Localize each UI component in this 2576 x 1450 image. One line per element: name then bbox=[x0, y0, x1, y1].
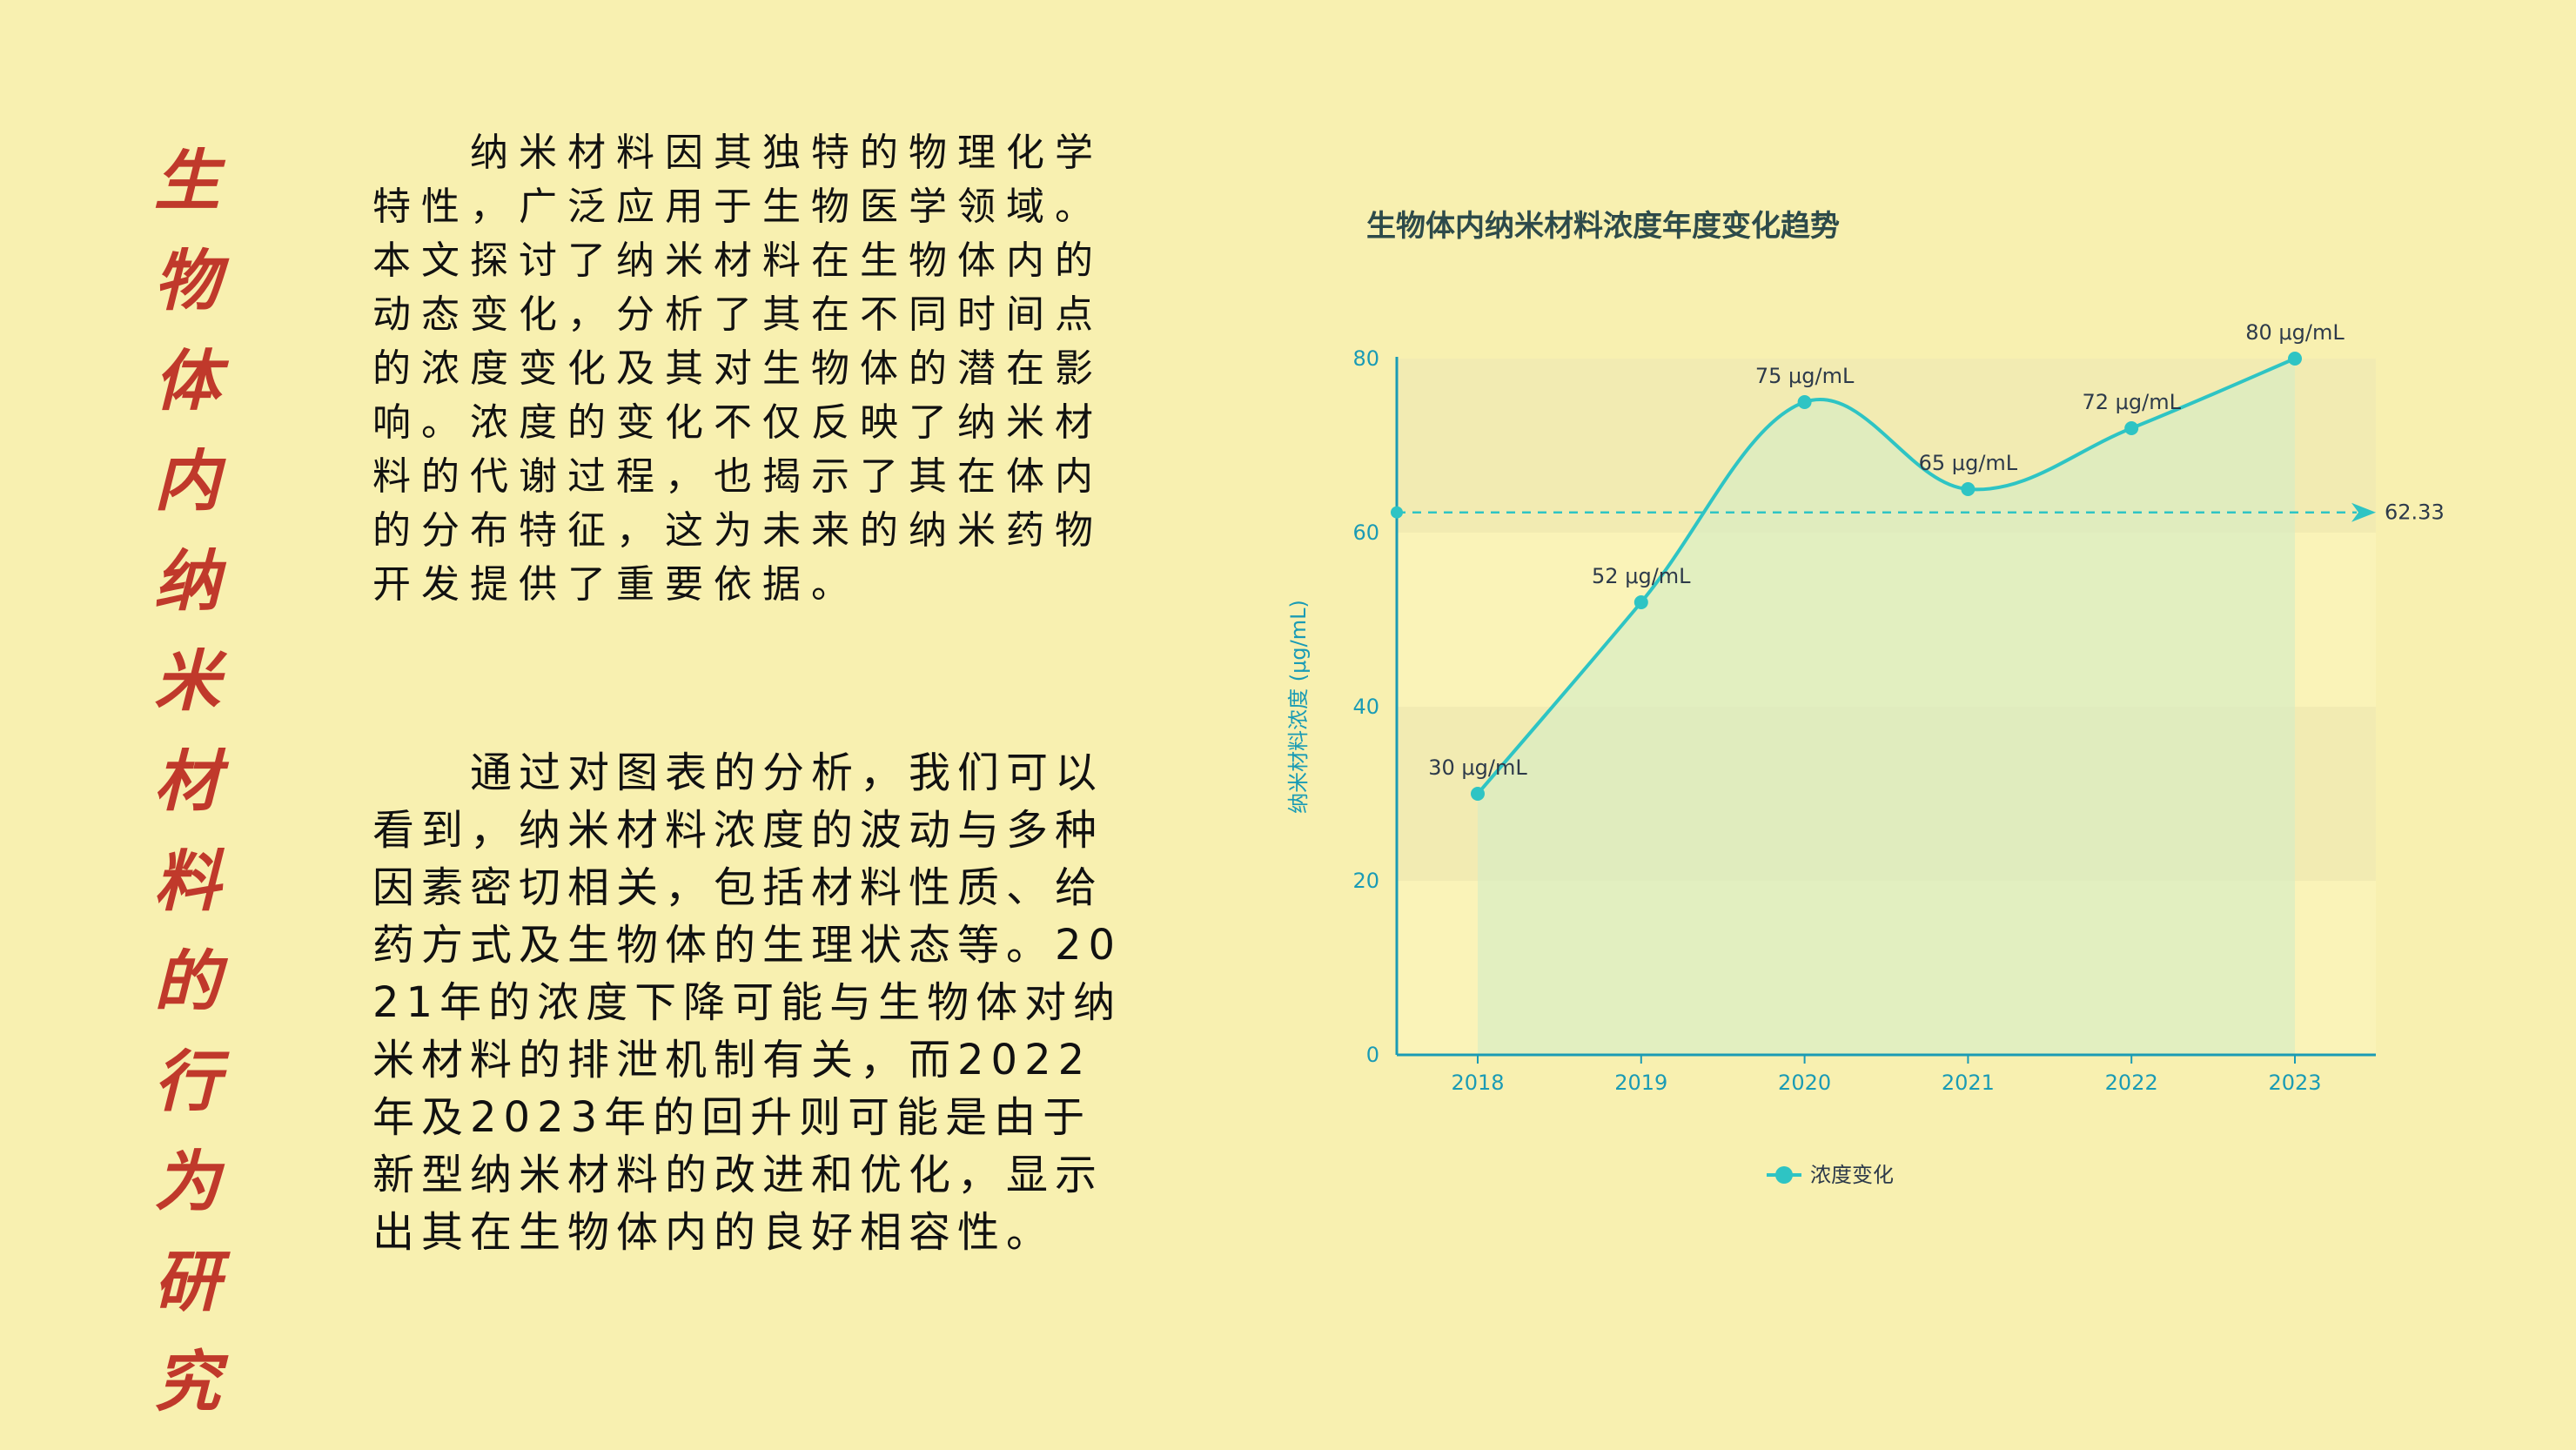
x-tick-label: 2018 bbox=[1451, 1071, 1504, 1095]
data-label: 52 μg/mL bbox=[1592, 564, 1691, 588]
y-tick-label: 40 bbox=[1352, 695, 1379, 719]
data-label: 80 μg/mL bbox=[2245, 320, 2345, 345]
y-tick-label: 80 bbox=[1352, 346, 1379, 371]
data-point bbox=[2124, 421, 2139, 435]
data-label: 72 μg/mL bbox=[2082, 390, 2181, 414]
data-label: 65 μg/mL bbox=[1919, 451, 2018, 475]
data-label: 30 μg/mL bbox=[1428, 755, 1527, 780]
data-point bbox=[1961, 482, 1976, 496]
data-point bbox=[1471, 787, 1485, 801]
average-line-arrow bbox=[2351, 502, 2376, 522]
x-tick-label: 2022 bbox=[2105, 1071, 2158, 1095]
x-tick-label: 2023 bbox=[2268, 1071, 2321, 1095]
legend-marker bbox=[1775, 1166, 1793, 1184]
data-point bbox=[1633, 595, 1648, 609]
area-fill bbox=[1478, 359, 2295, 1055]
x-tick-label: 2019 bbox=[1614, 1071, 1667, 1095]
data-point bbox=[2288, 352, 2302, 366]
line-chart: 0 20 40 60 80 2018 2019 2020 2021 2022 2023 纳米材料浓度 … bbox=[1286, 320, 2445, 1187]
average-line-label: 62.33 bbox=[2385, 500, 2445, 525]
intro-paragraph: 纳米材料因其独特的物理化学特性，广泛应用于生物医学领域。本文探讨了纳米材料在生物… bbox=[372, 131, 1104, 607]
average-line-start bbox=[1391, 506, 1403, 519]
y-tick-label: 20 bbox=[1352, 869, 1379, 893]
legend-label: 浓度变化 bbox=[1810, 1163, 1894, 1187]
y-tick-label: 60 bbox=[1352, 520, 1379, 545]
y-tick-label: 0 bbox=[1366, 1043, 1379, 1067]
x-tick-label: 2021 bbox=[1942, 1071, 1995, 1095]
x-tick-label: 2020 bbox=[1778, 1071, 1831, 1095]
page-title: 生物体内纳米材料的行为研究 bbox=[154, 142, 220, 1420]
analysis-paragraph: 通过对图表的分析，我们可以看到，纳米材料浓度的波动与多种因素密切相关，包括材料性… bbox=[372, 748, 1123, 1257]
data-point bbox=[1797, 395, 1812, 409]
data-label: 75 μg/mL bbox=[1755, 364, 1855, 388]
y-axis-label: 纳米材料浓度 (μg/mL) bbox=[1286, 600, 1311, 814]
chart-title: 生物体内纳米材料浓度年度变化趋势 bbox=[1366, 209, 1840, 244]
